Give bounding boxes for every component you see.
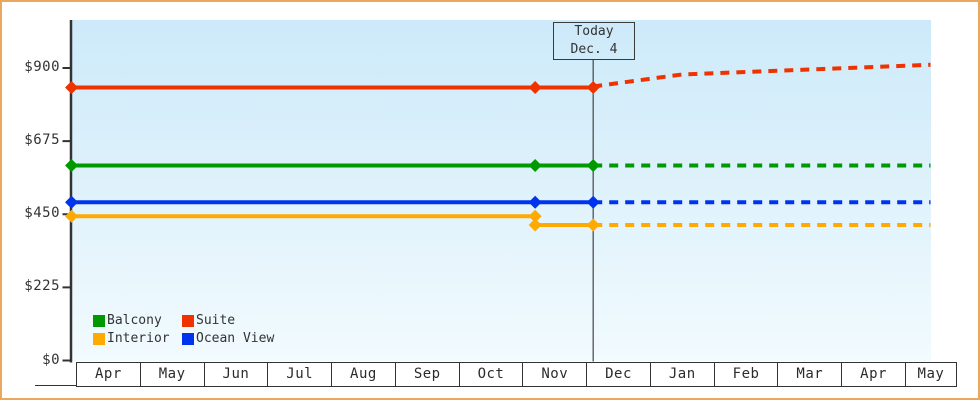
legend-swatch-icon (182, 332, 194, 345)
legend-item-ocean-view: Ocean View (182, 331, 274, 346)
price-point-marker (586, 195, 600, 209)
legend-item-interior: Interior (93, 331, 182, 346)
month-cell-may-1: May (141, 363, 205, 386)
price-point-marker (528, 195, 542, 209)
month-cell-may-13: May (917, 366, 945, 382)
price-point-marker (586, 218, 600, 232)
month-cell-feb-10: Feb (715, 363, 779, 386)
price-point-marker (528, 218, 542, 232)
price-point-marker (528, 81, 542, 94)
month-cell-sep-5: Sep (396, 363, 460, 386)
y-axis-tick-label: $900 (24, 59, 60, 75)
chart-legend: Balcony Suite Interior Ocean View (93, 313, 274, 346)
price-point-marker (586, 159, 600, 172)
legend-label: Balcony (107, 313, 162, 328)
price-point-marker (65, 159, 79, 172)
legend-label: Ocean View (196, 331, 275, 346)
y-axis-tick-label: $675 (24, 132, 60, 149)
price-point-marker (65, 195, 79, 209)
price-point-marker (586, 81, 600, 94)
legend-item-suite: Suite (182, 313, 274, 328)
today-label: Today (574, 24, 614, 39)
month-cell-dec-8: Dec (587, 363, 651, 386)
y-axis-tick-label: $225 (24, 278, 60, 295)
plot-area-background (72, 20, 931, 361)
series-line-interior (71, 214, 594, 227)
month-cell-aug-4: Aug (332, 363, 396, 386)
month-cell-apr-12: Apr (842, 363, 906, 386)
month-cell-mar-11: Mar (778, 363, 843, 386)
price-point-marker (528, 159, 542, 172)
legend-label: Interior (107, 331, 170, 346)
legend-swatch-icon (182, 314, 194, 327)
price-point-marker (65, 209, 79, 223)
series-forecast-suite (592, 62, 931, 89)
legend-swatch-icon (93, 314, 105, 327)
month-cell-jun-2: Jun (205, 363, 269, 386)
x-axis-baseline-extension (35, 385, 77, 386)
legend-label: Suite (196, 313, 236, 328)
y-axis-tick-label: $450 (24, 205, 60, 222)
month-cell-jul-3: Jul (268, 363, 333, 386)
x-axis-month-row: Apr May Jun Jul Aug Sep Oct Nov Dec Jan Feb Mar Apr M… (76, 362, 957, 387)
today-date: Dec. 4 (570, 42, 618, 57)
y-axis-tick-label: $0 (42, 351, 60, 368)
price-point-marker (528, 209, 542, 223)
month-cell-apr-0: Apr (77, 363, 141, 386)
month-cell-oct-6: Oct (460, 363, 524, 386)
month-cell-jan-9: Jan (651, 363, 715, 386)
legend-item-balcony: Balcony (93, 313, 182, 328)
today-annotation-box: Today Dec. 4 (553, 22, 635, 60)
month-cell-nov-7: Nov (523, 363, 588, 386)
legend-swatch-icon (93, 332, 105, 345)
price-point-marker (65, 81, 79, 94)
